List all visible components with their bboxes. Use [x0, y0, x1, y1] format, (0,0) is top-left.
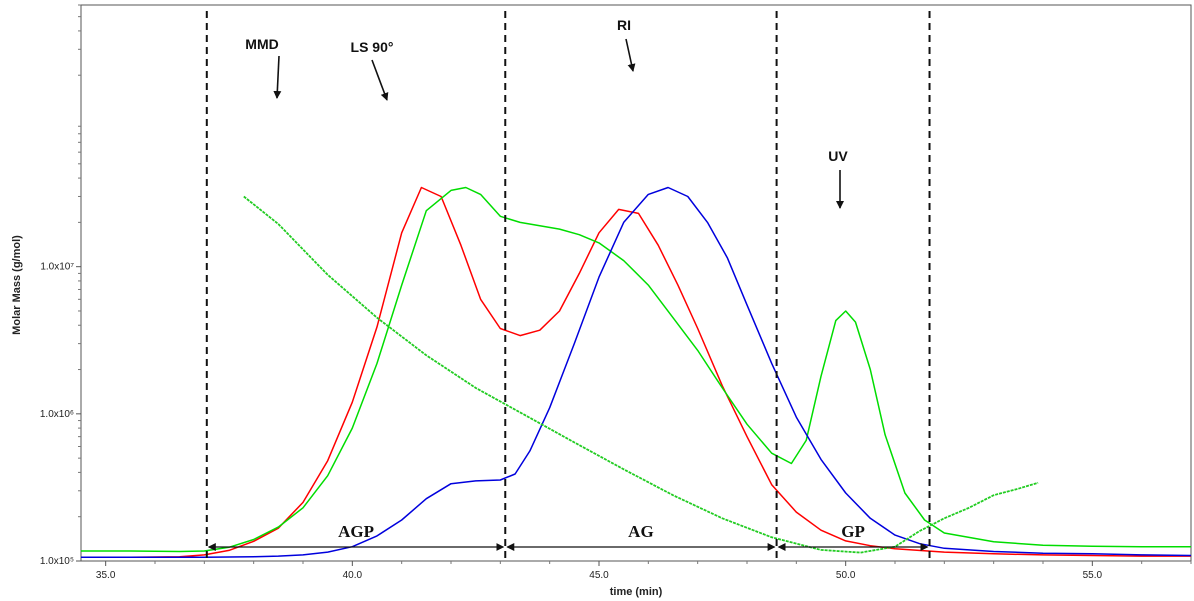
annotations: MMD LS 90° RI UV [245, 17, 848, 209]
annotation-mmd: MMD [245, 36, 278, 52]
annotation-uv: UV [828, 148, 848, 164]
plot-border [80, 4, 1192, 562]
region-label-gp: GP [841, 522, 865, 541]
plot-frame [80, 4, 1192, 562]
series-line-ls-90- [81, 186, 1191, 559]
x-tick-label: 55.0 [1083, 570, 1103, 581]
series-line-uv-trace-1 [81, 186, 1191, 553]
y-tick-label: 1.0x10⁷ [40, 262, 74, 273]
region-label-agp: AGP [338, 522, 374, 541]
annotation-ls-90-: LS 90° [351, 39, 394, 55]
annotation-arrow [273, 55, 282, 99]
y-axis-ticks: 1.0x10⁵ 1.0x10⁶ 1.0x10⁷ [40, 4, 81, 567]
region-boundaries [205, 11, 931, 558]
region-label-ag: AG [628, 522, 654, 541]
series-line-ri [81, 186, 1191, 559]
annotation-arrow [625, 38, 636, 72]
x-tick-label: 50.0 [836, 570, 856, 581]
x-axis-ticks: 35.0 40.0 45.0 50.0 55.0 [96, 561, 1192, 581]
series-layer [81, 186, 1191, 559]
x-tick-label: 35.0 [96, 570, 116, 581]
y-axis-title: Molar Mass (g/mol) [11, 235, 23, 335]
x-axis-title: time (min) [610, 586, 663, 598]
y-tick-label: 1.0x10⁶ [40, 409, 74, 420]
annotation-ri: RI [617, 17, 631, 33]
annotation-arrow [371, 59, 389, 101]
y-tick-label: 1.0x10⁵ [40, 556, 74, 567]
x-tick-label: 40.0 [343, 570, 363, 581]
region-spans: AGP AG GP [207, 522, 929, 551]
x-tick-label: 45.0 [589, 570, 609, 581]
series-line-mmd [243, 195, 1039, 554]
